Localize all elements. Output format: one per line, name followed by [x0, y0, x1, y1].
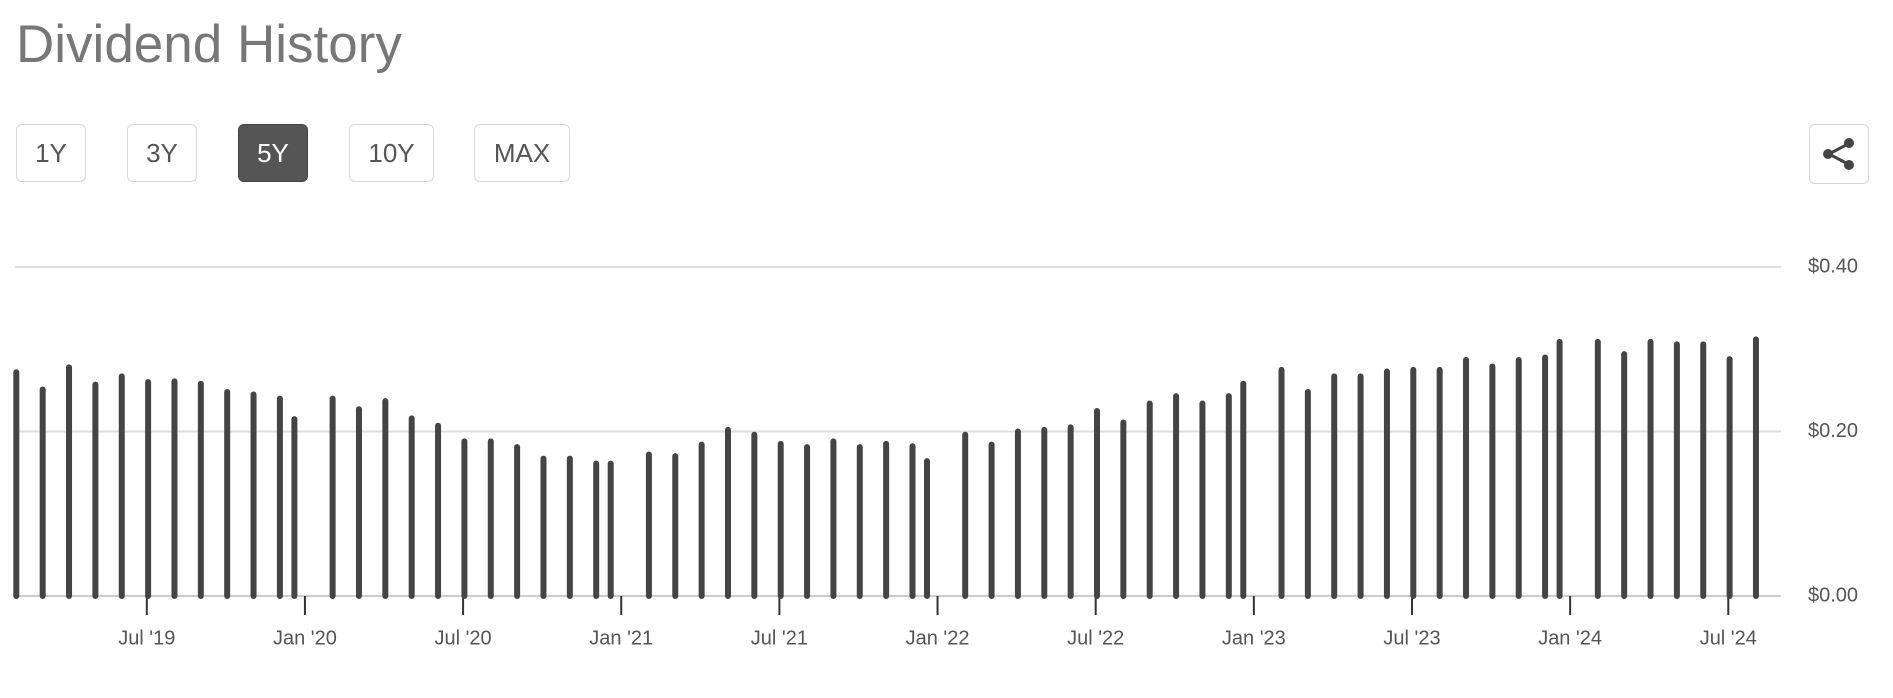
x-tick-label: Jul '21: [751, 627, 808, 649]
x-tick-label: Jan '24: [1538, 627, 1602, 649]
range-button[interactable]: 5Y: [238, 124, 308, 182]
x-tick-label: Jul '23: [1383, 627, 1440, 649]
y-tick-label: $0.20: [1808, 420, 1858, 442]
share-icon: [1823, 138, 1854, 170]
range-button[interactable]: MAX: [474, 124, 570, 182]
range-button[interactable]: 1Y: [16, 124, 86, 182]
x-tick-label: Jul '24: [1700, 627, 1757, 649]
x-tick-label: Jan '22: [906, 627, 970, 649]
x-tick-label: Jul '20: [434, 627, 491, 649]
share-button[interactable]: [1809, 124, 1869, 184]
x-tick-label: Jan '21: [589, 627, 653, 649]
x-tick-label: Jul '22: [1067, 627, 1124, 649]
y-tick-label: $0.40: [1808, 255, 1858, 277]
x-tick-label: Jan '20: [273, 627, 337, 649]
page-title: Dividend History: [16, 15, 402, 74]
x-tick-label: Jul '19: [118, 627, 175, 649]
x-tick-label: Jan '23: [1222, 627, 1286, 649]
y-tick-label: $0.00: [1808, 584, 1858, 606]
range-button[interactable]: 3Y: [127, 124, 197, 182]
range-button[interactable]: 10Y: [349, 124, 434, 182]
